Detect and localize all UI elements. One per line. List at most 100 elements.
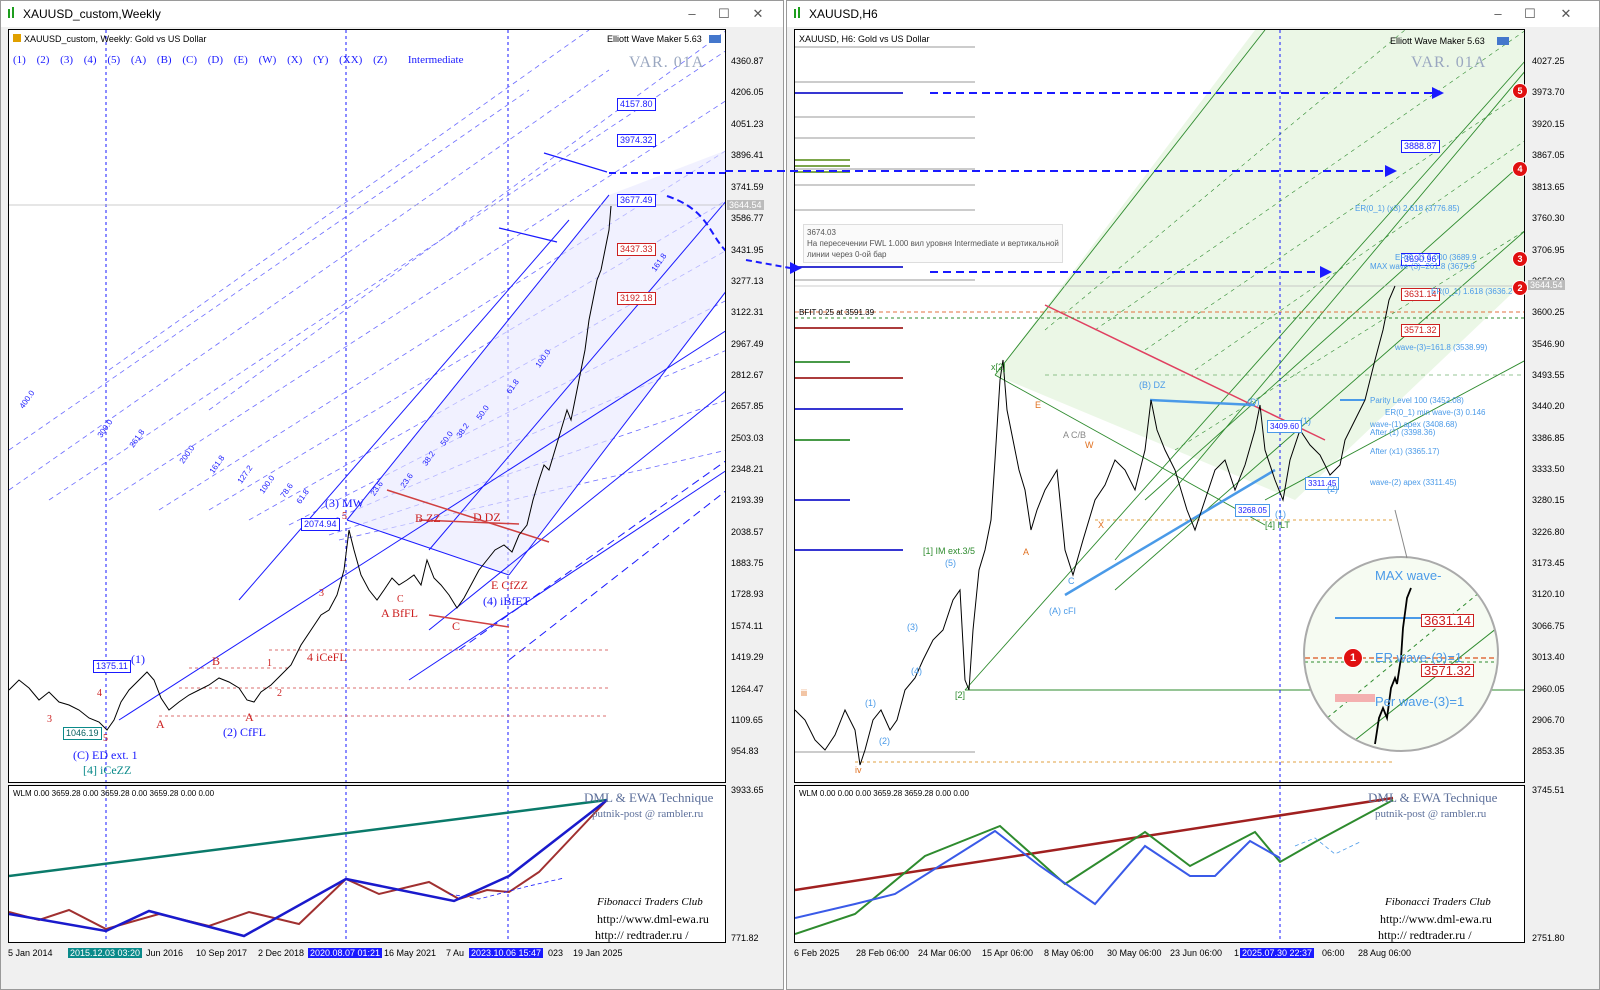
wave-button[interactable]: (X) [287,54,303,66]
left-window-titlebar[interactable]: XAUUSD_custom,Weekly – ☐ ✕ [1,1,783,27]
wave-label: iv [855,765,862,775]
right-price-scale[interactable]: 4027.25 3973.70 3920.15 3867.05 3813.65 … [1512,29,1586,783]
wave-label: (B) DZ [1139,380,1166,390]
time-tick: Jun 2016 [146,948,184,958]
level-box: 3268.05 [1235,504,1270,517]
graduation-cap-icon [1497,37,1509,45]
maximize-button[interactable]: ☐ [1524,6,1536,21]
right-chart-window[interactable]: XAUUSD,H6 – ☐ ✕ [786,0,1600,990]
right-indicator-label: Elliott Wave Maker 5.63 [1390,36,1485,46]
minimize-button[interactable]: – [1494,6,1502,21]
right-indicator-pane[interactable]: WLM 0.00 0.00 0.00 3659.28 3659.28 0.00 … [794,785,1525,943]
wave-label: (3) [907,622,918,632]
price-tick: 2503.03 [731,433,764,443]
watermark-club: Fibonacci Traders Club [1385,896,1491,908]
fib-level-text: After (x1) (3365.17) [1370,447,1440,456]
wave-button[interactable]: (4) [83,54,97,66]
wave-button[interactable]: (XX) [339,54,363,66]
sub-scale-tick: 771.82 [731,933,759,943]
wave-button[interactable]: (5) [107,54,121,66]
sub-scale-tick: 3745.51 [1532,785,1565,795]
info-note: 3674.03 На пересечении FWL 1.000 вил уро… [803,224,1063,263]
zoom-label: ER wave-(3)=1 [1375,650,1463,665]
zoom-bubble: MAX wave- 3631.14 3571.32 ER wave-(3)=1 … [1303,556,1499,752]
price-tick: 3173.45 [1532,558,1565,568]
wave-button[interactable]: (2) [36,54,50,66]
close-button[interactable]: ✕ [1560,6,1572,21]
minimize-button[interactable]: – [688,6,696,21]
price-tick: 2812.67 [731,370,764,380]
watermark-technique: DML & EWA Technique [584,790,714,805]
price-tick: 3896.41 [731,150,764,160]
current-price-tag: 3644.54 [727,200,764,210]
wave-button[interactable]: (3) [60,54,73,66]
maximize-button[interactable]: ☐ [718,6,730,21]
time-tick: 16 May 2021 [384,948,437,958]
time-tick: 5 Jan 2014 [8,948,53,958]
time-tick: 24 Mar 06:00 [918,948,972,958]
wave-button[interactable]: (Y) [313,54,329,66]
close-button[interactable]: ✕ [752,6,764,21]
wave-button[interactable]: (W) [258,54,277,66]
wave-label: 1 [267,658,272,669]
degree-button[interactable]: Intermediate [407,54,464,66]
wave-label: iii [801,688,807,698]
price-tick: 4027.25 [1532,56,1565,66]
wave-button[interactable]: (A) [130,54,147,66]
price-tick: 3867.05 [1532,150,1565,160]
price-tick: 1264.47 [731,684,764,694]
wave-label: (2) CfFL [223,725,266,739]
right-chart-label: XAUUSD, H6: Gold vs US Dollar [799,34,930,44]
right-main-chart[interactable]: XAUUSD, H6: Gold vs US Dollar Elliott Wa… [794,29,1525,783]
left-indicator-pane[interactable]: WLM 0.00 3659.28 0.00 3659.28 0.00 3659.… [8,785,726,943]
wave-button[interactable]: (D) [207,54,224,66]
right-time-scale[interactable]: 6 Feb 2025 28 Feb 06:00 24 Mar 06:00 15 … [794,945,1584,965]
price-tick: 3122.31 [731,307,764,317]
wave-button[interactable]: (B) [156,54,172,66]
left-var-label: VAR. 01A [629,54,705,71]
price-box: 3888.87 [1401,140,1440,153]
price-tick: 2960.05 [1532,684,1565,694]
wave-button[interactable]: (Z) [373,54,388,66]
left-time-scale[interactable]: 5 Jan 2014 2015.12.03 03:20 Jun 2016 10 … [8,945,783,965]
wave-label: (1) [865,698,876,708]
bfit-label: BFIT 0.25 at 3591.39 [799,308,875,317]
time-tick: 19 Jan 2025 [573,948,623,958]
wave-button[interactable]: (1) [13,54,26,66]
graduation-cap-icon [709,35,721,43]
wave-label: (4) [911,666,922,676]
wave-label: A [245,710,254,724]
price-tick: 1574.11 [731,621,763,631]
wave-button[interactable]: (E) [233,54,248,66]
left-price-scale[interactable]: 4360.87 4206.05 4051.23 3896.41 3741.59 … [727,29,783,783]
price-tick: 954.83 [731,746,759,756]
price-tick: 2038.57 [731,527,764,537]
wave-button[interactable]: (C) [182,54,198,66]
left-chart-window[interactable]: XAUUSD_custom,Weekly – ☐ ✕ [0,0,784,990]
note-line: На пересечении FWL 1.000 вил уровня Inte… [807,239,1059,248]
wave-label: (4) iBfET [483,594,530,608]
time-highlight: 2023.10.06 15:47 [469,948,544,958]
wave-label: (C) ED ext. 1 [73,748,138,762]
fib-level-text: ER(0_1) 1.618 (3636.2 [1431,287,1513,296]
right-indicator-label: WLM 0.00 0.00 0.00 3659.28 3659.28 0.00 … [799,789,969,798]
watermark-email: putnik-post @ rambler.ru [592,808,704,820]
wave-label: D DZ [473,510,501,524]
time-highlight: 2025.07.30 22:37 [1240,948,1315,958]
price-tick: 1728.93 [731,589,764,599]
watermark-technique: DML & EWA Technique [1368,790,1498,805]
price-box: 3974.32 [617,134,656,147]
sub-scale-tick: 2751.80 [1532,933,1565,943]
price-tick: 3760.30 [1532,213,1565,223]
price-box-red: 3571.32 [1401,324,1440,337]
wave-label: 4 [97,688,102,699]
price-tick: 3066.75 [1532,621,1565,631]
right-window-titlebar[interactable]: XAUUSD,H6 – ☐ ✕ [787,1,1599,27]
price-tick: 3013.40 [1532,652,1565,662]
wave-label: 3 [47,714,52,725]
time-tick: 15 Apr 06:00 [982,948,1034,958]
wave-label: 5 [342,511,347,522]
wave-label: 2 [277,688,282,699]
left-main-chart[interactable]: XAUUSD_custom, Weekly: Gold vs US Dollar… [8,29,726,783]
level-box: 2074.94 [301,518,340,531]
